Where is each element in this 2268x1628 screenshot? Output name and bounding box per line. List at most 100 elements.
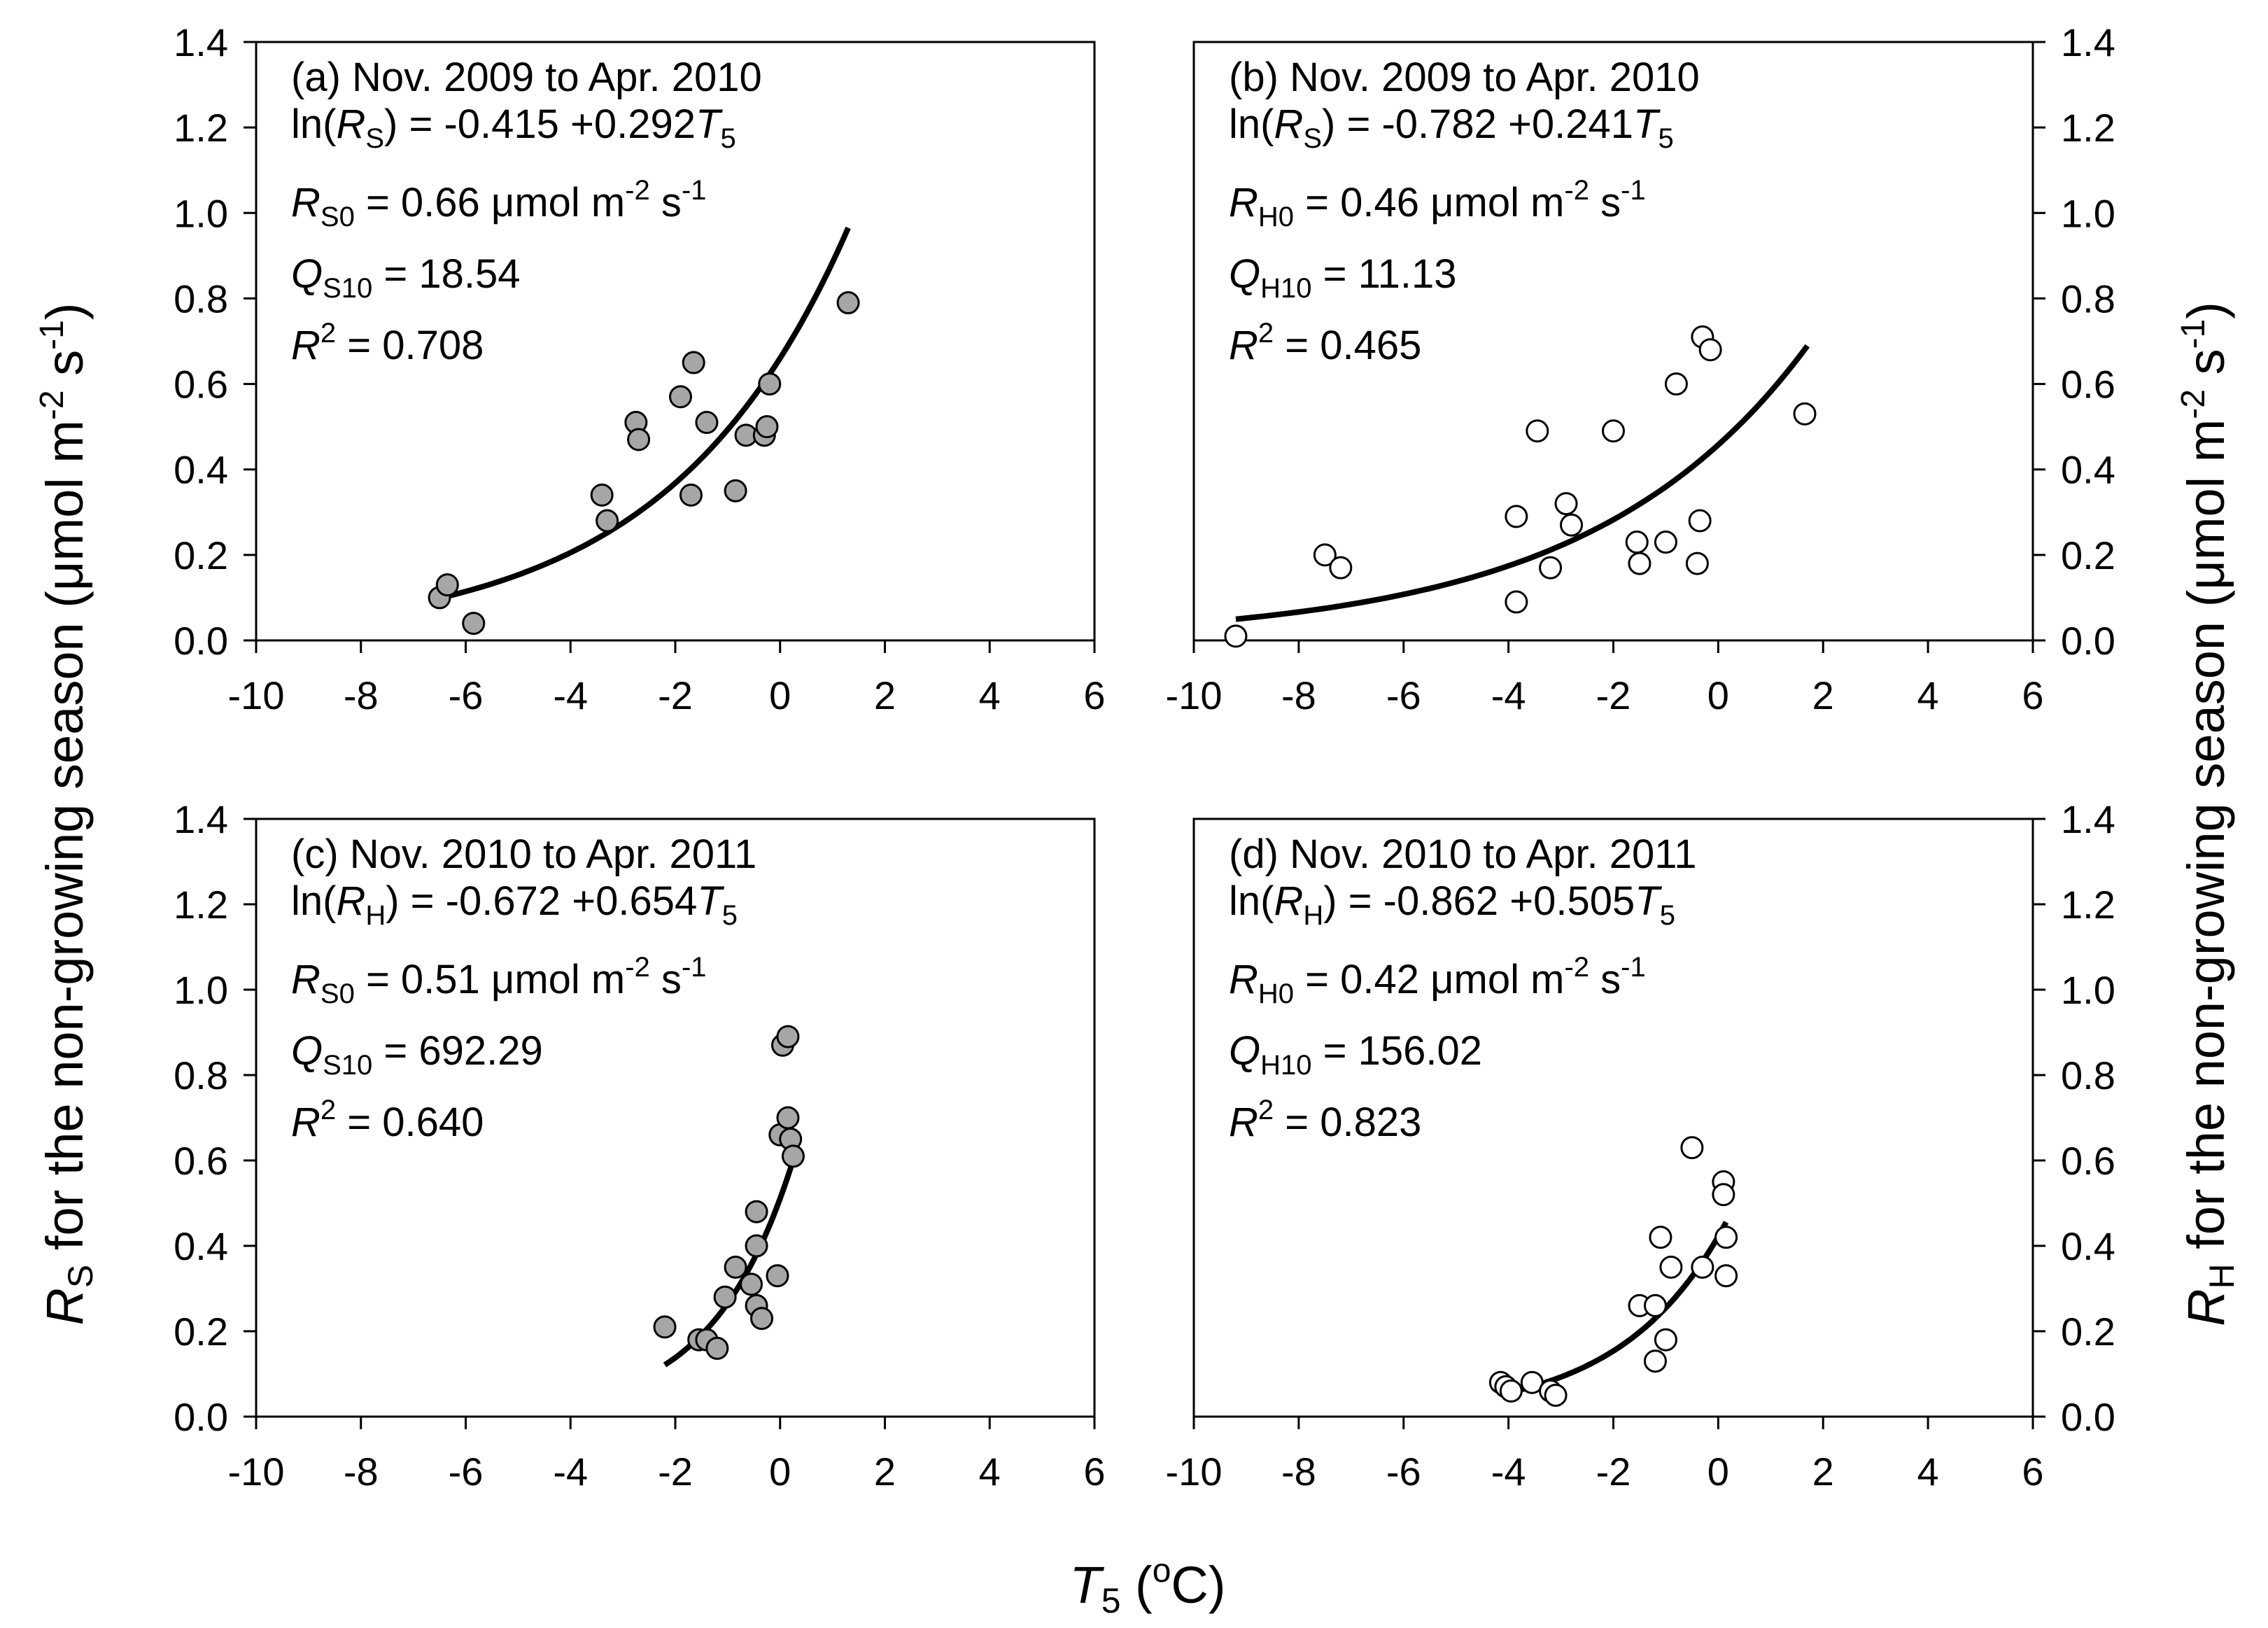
x-tick-label-c-1: -8 xyxy=(344,1450,379,1494)
x-tick-label-b-7: 4 xyxy=(1917,673,1939,717)
y-axis-label-left: RS for the non-growing season (μmol m-2 … xyxy=(34,302,100,1325)
data-point-a-1 xyxy=(435,573,459,597)
y-tick-label-c-0: 0.0 xyxy=(174,1395,228,1439)
eq-mid: ) = -0.672 +0.654 xyxy=(386,878,697,924)
data-point-b-4 xyxy=(1505,590,1528,614)
data-point-c-14 xyxy=(776,1025,800,1048)
x-label-var: T xyxy=(1069,1556,1104,1614)
data-point-b-2 xyxy=(1329,556,1353,580)
eq-var: R xyxy=(336,878,365,924)
r0-annotation-b: RH0 = 0.46 μmol m-2 s-1 xyxy=(1229,175,1646,232)
r2-sup: 2 xyxy=(321,1095,336,1125)
equation-a: ln(RS) = -0.415 +0.292T5 xyxy=(291,101,736,154)
y-left-end: ) xyxy=(36,302,94,320)
data-point-b-18 xyxy=(1793,402,1817,426)
y-left-sup1: -2 xyxy=(34,390,71,420)
data-point-c-0 xyxy=(653,1315,677,1339)
r0-var: R xyxy=(291,957,321,1002)
r0-val: = 0.51 μmol m xyxy=(355,957,625,1002)
data-point-b-0 xyxy=(1224,624,1248,648)
y-tick-label-a-5: 1.0 xyxy=(174,191,228,235)
data-point-c-15 xyxy=(776,1106,800,1130)
y-right-sub: H xyxy=(2202,1263,2241,1289)
r2-annotation-c: R2 = 0.640 xyxy=(291,1095,484,1145)
data-point-b-13 xyxy=(1664,372,1688,396)
r0-sup1: -2 xyxy=(1564,175,1589,206)
panel-b: -10 -8 -6 -4 -2 0 2 4 6 0.0 0.2 0.4 0.6 0.8 1.0 1.2 1.4 (… xyxy=(1166,20,2115,717)
r0-var: R xyxy=(1229,957,1258,1002)
eq-sub: S xyxy=(365,123,384,154)
data-point-d-11 xyxy=(1659,1256,1683,1279)
q10-annotation-a: QS10 = 18.54 xyxy=(291,251,521,304)
x-tick-label-a-3: -4 xyxy=(553,673,588,717)
data-point-a-6 xyxy=(627,428,651,451)
data-point-d-3 xyxy=(1520,1370,1544,1394)
eq-tvar: T xyxy=(1635,878,1662,924)
data-point-d-5 xyxy=(1544,1384,1568,1407)
y-tick-label-a-0: 0.0 xyxy=(174,619,228,663)
eq-tvar: T xyxy=(697,878,724,924)
eq-prefix: ln( xyxy=(291,878,336,924)
eq-var: R xyxy=(1274,878,1303,924)
r2-var: R xyxy=(1229,323,1258,368)
fit-curve-b xyxy=(1235,344,1810,622)
data-point-c-10 xyxy=(750,1307,774,1331)
r0-val: = 0.46 μmol m xyxy=(1294,180,1564,225)
panel-title-b: (b) Nov. 2009 to Apr. 2010 xyxy=(1229,55,1700,100)
data-point-d-12 xyxy=(1680,1136,1704,1160)
r0-val: = 0.42 μmol m xyxy=(1294,957,1564,1002)
x-tick-label-d-6: 2 xyxy=(1812,1450,1834,1494)
x-tick-label-c-4: -2 xyxy=(658,1450,693,1494)
y-tick-label-c-6: 1.2 xyxy=(174,883,228,927)
eq-mid: ) = -0.415 +0.292 xyxy=(384,101,696,147)
data-point-d-15 xyxy=(1712,1183,1735,1207)
r2-sup: 2 xyxy=(321,318,336,349)
y-left-sub: S xyxy=(61,1265,100,1288)
y-right-end: ) xyxy=(2177,302,2235,319)
y-tick-label-d-2: 0.4 xyxy=(2061,1224,2115,1268)
y-right-sup1: -2 xyxy=(2175,389,2212,419)
y-tick-label-d-7: 1.4 xyxy=(2061,797,2115,841)
r0-mid: s xyxy=(1589,957,1621,1002)
y-tick-label-d-0: 0.0 xyxy=(2061,1395,2115,1439)
eq-sub: S xyxy=(1303,123,1322,154)
r2-val: = 0.823 xyxy=(1274,1100,1421,1145)
equation-d: ln(RH) = -0.862 +0.505T5 xyxy=(1229,878,1675,931)
q10-sub: S10 xyxy=(323,273,372,304)
y-tick-label-b-4: 0.8 xyxy=(2061,276,2115,321)
y-axis-label-right: RH for the non-growing season (μmol m-2 … xyxy=(2175,302,2241,1326)
equation-b: ln(RS) = -0.782 +0.241T5 xyxy=(1229,101,1674,154)
x-tick-label-d-8: 6 xyxy=(2022,1450,2043,1494)
x-tick-label-a-8: 6 xyxy=(1083,673,1105,717)
x-tick-label-a-6: 2 xyxy=(874,673,896,717)
data-point-c-4 xyxy=(713,1285,737,1309)
data-point-c-17 xyxy=(781,1144,805,1168)
y-left-rest: for the non-growing season (μmol m xyxy=(36,420,94,1265)
x-tick-label-b-5: 0 xyxy=(1707,673,1729,717)
x-tick-label-a-7: 4 xyxy=(979,673,1001,717)
y-tick-label-b-6: 1.2 xyxy=(2061,106,2115,150)
x-tick-label-d-4: -2 xyxy=(1596,1450,1631,1494)
data-point-b-9 xyxy=(1602,419,1625,443)
x-tick-label-c-6: 2 xyxy=(874,1450,896,1494)
data-point-d-2 xyxy=(1499,1379,1523,1403)
q10-val: = 692.29 xyxy=(372,1028,543,1074)
r2-var: R xyxy=(291,323,321,368)
r0-annotation-a: RS0 = 0.66 μmol m-2 s-1 xyxy=(291,175,707,232)
data-point-b-14 xyxy=(1685,552,1709,575)
r0-sup2: -1 xyxy=(682,175,707,206)
y-left-sup2: -1 xyxy=(34,320,71,350)
q10-annotation-b: QH10 = 11.13 xyxy=(1229,251,1456,304)
eq-tsub: 5 xyxy=(720,123,735,154)
r0-sup1: -2 xyxy=(625,952,650,983)
data-point-a-15 xyxy=(758,372,782,396)
eq-mid: ) = -0.782 +0.241 xyxy=(1322,101,1633,147)
y-tick-label-a-6: 1.2 xyxy=(174,106,228,150)
eq-tvar: T xyxy=(1633,101,1661,147)
r0-sup2: -1 xyxy=(1621,175,1646,206)
data-point-d-17 xyxy=(1714,1264,1738,1288)
q10-var: Q xyxy=(291,251,323,297)
y-tick-label-d-5: 1.0 xyxy=(2061,968,2115,1012)
eq-var: R xyxy=(1274,101,1303,147)
